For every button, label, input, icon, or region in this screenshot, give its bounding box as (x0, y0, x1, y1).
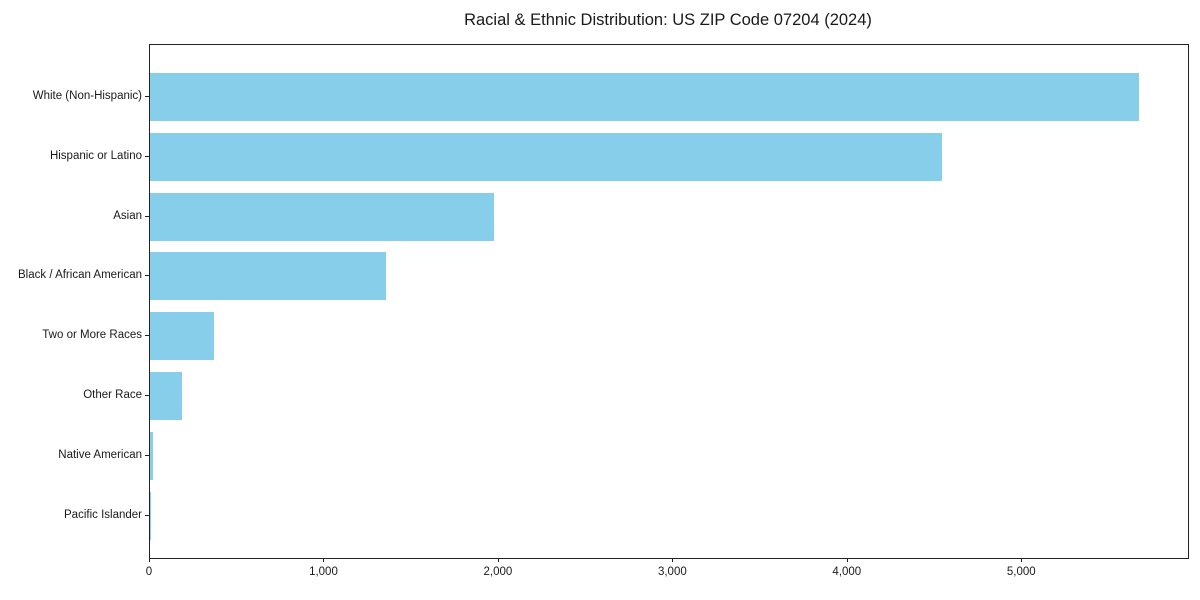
bar (150, 312, 214, 361)
plot-area (149, 44, 1189, 559)
y-axis-label: Native American (58, 448, 142, 461)
y-axis-label: Two or More Races (42, 329, 142, 342)
x-tick-mark (497, 558, 499, 562)
x-tick-label: 3,000 (657, 566, 687, 578)
bar (150, 73, 1140, 121)
y-axis-label: White (Non-Hispanic) (32, 90, 142, 102)
x-tick-mark (149, 558, 150, 562)
y-tick-mark (145, 96, 149, 97)
x-tick-label: 4,000 (832, 566, 862, 578)
bar (150, 192, 494, 241)
y-axis-label: Asian (113, 209, 142, 222)
x-tick-label: 1,000 (309, 566, 338, 578)
bar (150, 372, 183, 420)
y-axis-label: Hispanic or Latino (49, 149, 142, 162)
x-tick-label: 5,000 (1006, 566, 1036, 578)
y-axis-label: Pacific Islander (64, 508, 142, 521)
x-tick-label: 0 (145, 566, 153, 578)
x-tick-label: 2,000 (483, 566, 513, 578)
y-tick-mark (145, 514, 149, 516)
bar (150, 431, 153, 480)
chart-title: Racial & Ethnic Distribution: US ZIP Cod… (464, 11, 872, 29)
bar (150, 252, 386, 301)
bar (150, 132, 943, 181)
x-tick-mark (846, 558, 848, 562)
y-axis-label: Black / African American (18, 269, 142, 282)
y-tick-mark (145, 155, 149, 157)
x-tick-mark (1021, 558, 1023, 562)
y-tick-mark (145, 454, 149, 456)
y-tick-mark (145, 275, 149, 277)
y-axis-label: Other Race (83, 389, 142, 401)
x-tick-mark (672, 558, 674, 562)
bar (150, 491, 151, 540)
x-tick-mark (323, 558, 325, 562)
y-tick-mark (145, 335, 149, 337)
y-tick-mark (145, 395, 149, 396)
y-tick-mark (145, 215, 149, 217)
